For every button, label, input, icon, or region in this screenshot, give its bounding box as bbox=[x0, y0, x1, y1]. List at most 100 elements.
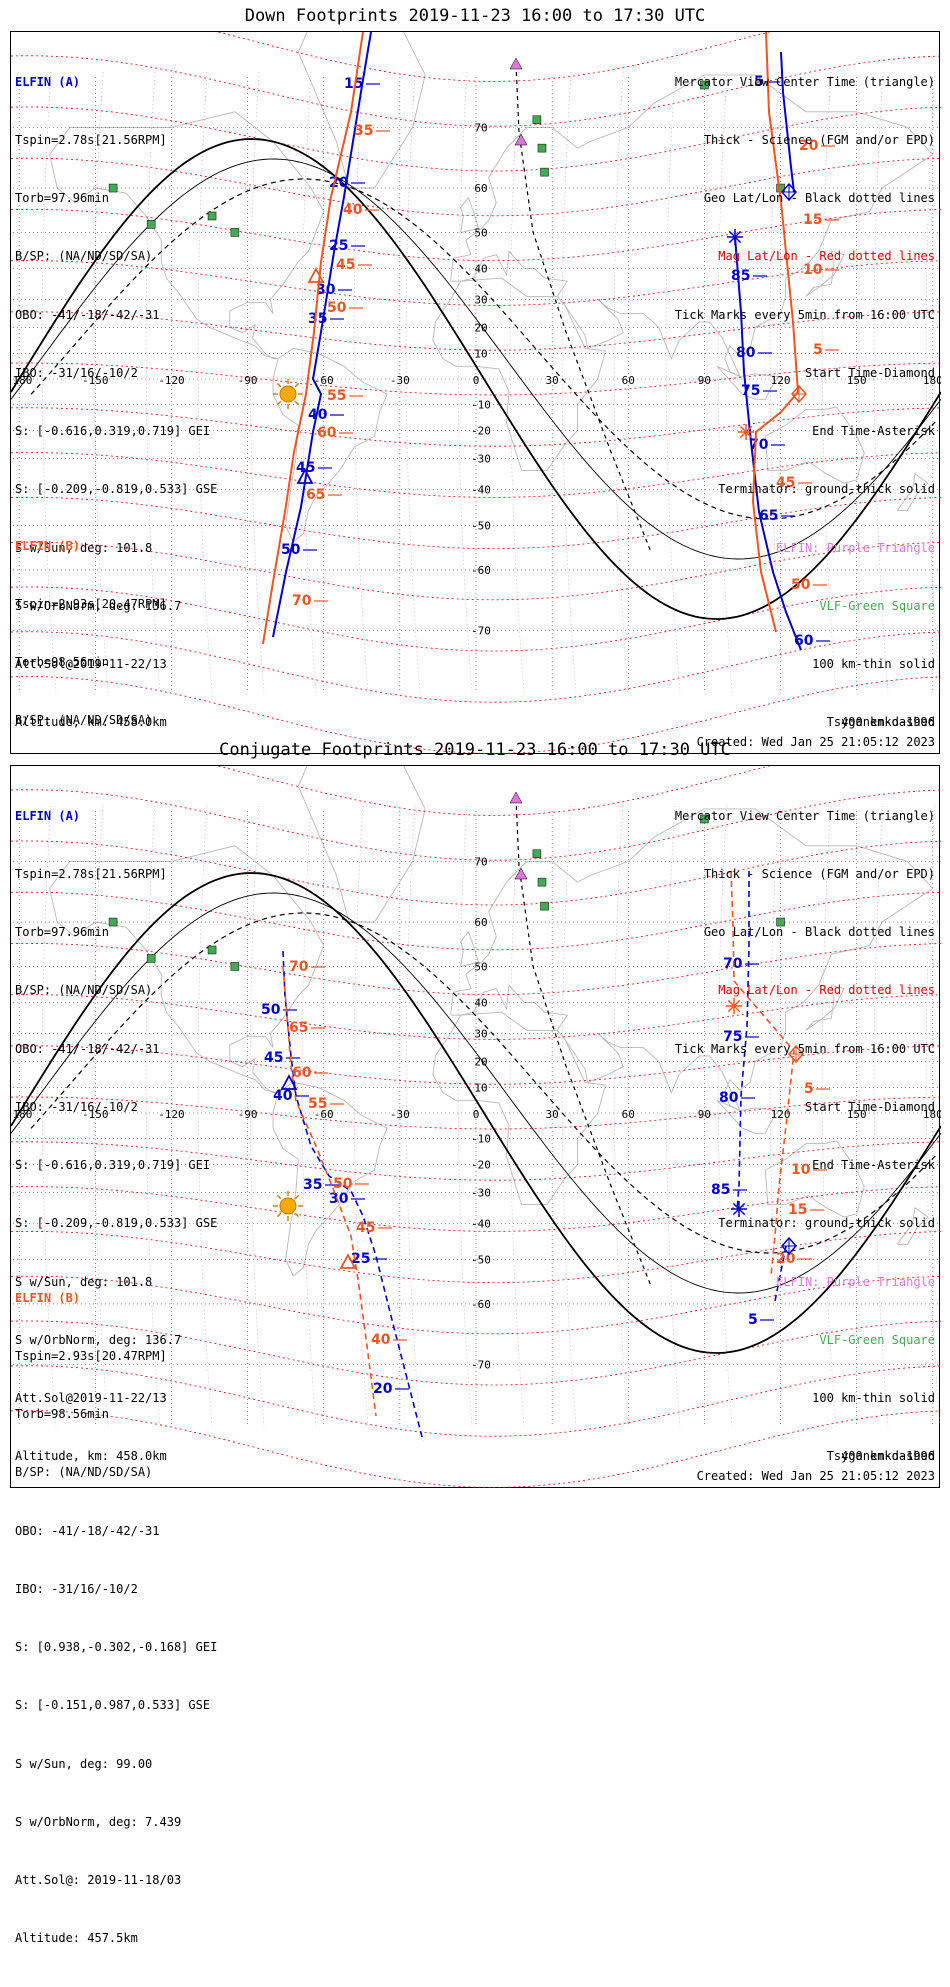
info-line: Torb=98.56min bbox=[15, 1407, 109, 1422]
tick-label: 70 bbox=[723, 956, 743, 972]
tick-label: 70 bbox=[292, 593, 312, 609]
square-icon bbox=[532, 115, 542, 125]
mag-latitude-line bbox=[11, 1365, 941, 1437]
lon-tick-label: 120 bbox=[771, 1108, 791, 1121]
square-icon bbox=[537, 877, 547, 887]
asterisk-icon bbox=[728, 230, 742, 244]
tick-label: 65 bbox=[306, 487, 325, 503]
mag-latitude-line bbox=[11, 586, 941, 652]
lat-tick-label: -30 bbox=[471, 1187, 491, 1200]
mag-latitude-line bbox=[11, 452, 941, 498]
coastline bbox=[805, 984, 845, 1031]
tick-label: 50 bbox=[281, 542, 301, 558]
lat-tick-label: -40 bbox=[471, 484, 491, 497]
lon-tick-label: 90 bbox=[698, 374, 711, 387]
lon-tick-label: -120 bbox=[158, 1108, 185, 1121]
square-icon bbox=[146, 954, 156, 963]
legend-item: Mag Lat/Lon - Red dotted lines bbox=[718, 983, 935, 998]
tick-label: 20 bbox=[776, 1251, 796, 1267]
coastline bbox=[716, 1099, 779, 1134]
lon-tick-label: 30 bbox=[546, 1108, 559, 1121]
legend-item: End Time-Asterisk bbox=[812, 424, 935, 439]
coastline bbox=[432, 1011, 606, 1206]
mag-longitude-line bbox=[197, 71, 213, 693]
mag-longitude-line bbox=[613, 805, 629, 1427]
mag-latitude-line bbox=[11, 789, 941, 861]
mag-longitude-line bbox=[405, 71, 421, 693]
mag-longitude-line bbox=[561, 71, 577, 693]
lon-tick-label: 90 bbox=[698, 1108, 711, 1121]
lat-tick-label: -60 bbox=[471, 564, 491, 577]
tick-label: 55 bbox=[308, 1096, 327, 1112]
mag-longitude-line bbox=[821, 71, 837, 693]
legend: Mercator View Center Time (triangle) Thi… bbox=[675, 768, 935, 1505]
elfin-a-info: ELFIN (A) Tspin=2.78s[21.56RPM] Torb=97.… bbox=[15, 34, 217, 771]
square-icon bbox=[776, 917, 785, 927]
lon-tick-label: -90 bbox=[238, 374, 258, 387]
lon-tick-label: 120 bbox=[771, 374, 791, 387]
elfin-a-title: ELFIN (A) bbox=[15, 808, 81, 823]
triangle-icon bbox=[509, 791, 523, 804]
lon-tick-label: -30 bbox=[390, 1108, 410, 1121]
lon-tick-label: 0 bbox=[473, 1108, 480, 1121]
legend-item: Tick Marks every 5min from 16:00 UTC bbox=[674, 1041, 935, 1056]
square-icon bbox=[108, 917, 118, 927]
mag-latitude-line bbox=[11, 631, 941, 703]
elfin-b-title: ELFIN (B) bbox=[15, 1290, 81, 1305]
square-icon bbox=[108, 183, 118, 193]
elfin-a-track bbox=[736, 871, 750, 1212]
terminator-ground bbox=[11, 138, 941, 620]
coastline bbox=[450, 808, 934, 1112]
sun-ray bbox=[276, 400, 282, 406]
lat-tick-label: 30 bbox=[474, 293, 487, 306]
mag-latitude-line bbox=[11, 157, 941, 217]
mag-latitude-line bbox=[11, 362, 941, 396]
mag-longitude-line bbox=[457, 805, 473, 1427]
info-line: Att.Sol@2019-11-22/13 bbox=[15, 657, 167, 671]
coastline bbox=[896, 1206, 929, 1245]
tick-label: 70 bbox=[289, 959, 309, 975]
info-line: Tspin=2.93s[20.47RPM] bbox=[15, 597, 167, 612]
tick-label: 35 bbox=[354, 123, 373, 139]
legend-item: VLF-Green Square bbox=[819, 598, 935, 613]
lon-tick-label: 180 bbox=[923, 374, 941, 387]
tick-label: 10 bbox=[803, 262, 823, 278]
info-line: Altitude, km: 458.0km bbox=[15, 715, 167, 730]
mag-longitude-line bbox=[301, 71, 317, 693]
terminator-100km bbox=[11, 158, 941, 560]
sun-icon bbox=[279, 385, 297, 403]
mag-longitude-line bbox=[145, 805, 161, 1427]
coastline bbox=[805, 250, 845, 297]
square-icon bbox=[700, 814, 709, 824]
legend-item: Start Time-Diamond bbox=[804, 1099, 935, 1114]
mag-longitude-line bbox=[873, 71, 889, 693]
tick-label: 50 bbox=[261, 1002, 281, 1018]
mag-longitude-line bbox=[145, 71, 161, 693]
lat-tick-label: 20 bbox=[474, 321, 487, 334]
lat-tick-label: 10 bbox=[474, 348, 487, 361]
lat-tick-label: -30 bbox=[471, 453, 491, 466]
tick-label: 45 bbox=[296, 460, 315, 476]
sun-ray bbox=[276, 382, 282, 388]
legend-item: Mercator View Center Time (triangle) bbox=[674, 808, 935, 823]
mag-latitude-line bbox=[11, 994, 941, 1040]
coastline bbox=[764, 406, 865, 484]
elfin-b-track bbox=[262, 32, 364, 645]
mag-latitude-line bbox=[11, 943, 941, 995]
tick-label: 60 bbox=[292, 1065, 312, 1081]
mag-longitude-line bbox=[353, 805, 369, 1427]
mag-longitude-line bbox=[821, 805, 837, 1427]
mag-longitude-line bbox=[41, 71, 57, 693]
mag-latitude-line bbox=[11, 260, 941, 306]
legend-item: 100 km-thin solid bbox=[812, 657, 935, 671]
lat-tick-label: 30 bbox=[474, 1027, 487, 1040]
elfin-ground-track bbox=[515, 63, 652, 553]
tick-label: 60 bbox=[317, 425, 337, 441]
info-line: B/SP: (NA/ND/SD/SA) bbox=[15, 1465, 153, 1480]
model-label: Tsyganenko-1996 bbox=[826, 1449, 935, 1463]
mag-longitude-line bbox=[353, 71, 369, 693]
mag-longitude-line bbox=[509, 71, 525, 693]
coastline bbox=[432, 277, 606, 472]
info-line: OBO: -41/-18/-42/-31 bbox=[15, 1041, 160, 1056]
info-line: S: [-0.616,0.319,0.719] GEI bbox=[15, 1158, 211, 1173]
